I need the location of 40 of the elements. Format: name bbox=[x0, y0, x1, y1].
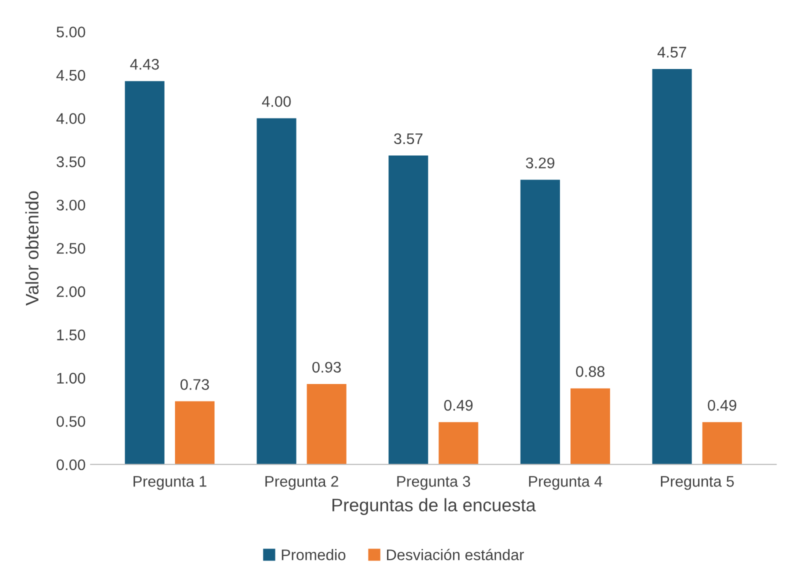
data-label: 0.88 bbox=[576, 366, 604, 377]
bar bbox=[652, 68, 692, 464]
bar bbox=[306, 384, 346, 464]
y-tick-label: 2.50 bbox=[56, 242, 86, 254]
x-tick-label: Pregunta 2 bbox=[265, 476, 338, 490]
data-label: 4.43 bbox=[130, 58, 159, 70]
x-axis-title: Preguntas de la encuesta bbox=[332, 498, 536, 515]
data-label: 4.00 bbox=[262, 96, 291, 107]
legend-label: Desviación estándar bbox=[387, 548, 524, 560]
y-tick-label: 0.50 bbox=[56, 416, 86, 427]
bar bbox=[702, 422, 742, 464]
y-tick-label: 3.00 bbox=[56, 200, 86, 211]
bar bbox=[520, 180, 560, 464]
data-label: 0.49 bbox=[444, 400, 473, 411]
bar bbox=[388, 156, 428, 464]
y-axis-title: Valor obtenido bbox=[25, 191, 39, 306]
data-label: 0.93 bbox=[312, 362, 341, 373]
data-label: 0.49 bbox=[708, 400, 736, 411]
legend-label: Promedio bbox=[282, 549, 346, 560]
data-label: 4.57 bbox=[658, 46, 686, 58]
y-tick-label: 5.00 bbox=[56, 26, 86, 38]
y-tick-label: 4.00 bbox=[56, 113, 86, 124]
data-label: 0.73 bbox=[180, 379, 209, 390]
x-tick-label: Pregunta 4 bbox=[529, 476, 602, 490]
bar bbox=[174, 401, 215, 464]
x-tick-label: Pregunta 3 bbox=[397, 476, 470, 490]
bar bbox=[124, 81, 164, 464]
bar bbox=[570, 388, 610, 464]
data-label: 3.29 bbox=[526, 158, 554, 168]
y-tick-label: 2.00 bbox=[56, 286, 86, 298]
y-tick-label: 4.50 bbox=[56, 70, 86, 81]
bar bbox=[256, 118, 296, 464]
x-tick-label: Pregunta 5 bbox=[660, 476, 734, 490]
y-tick-label: 3.50 bbox=[56, 156, 86, 168]
y-tick-label: 0.00 bbox=[56, 459, 86, 470]
bar bbox=[438, 422, 478, 464]
y-tick-label: 1.50 bbox=[57, 330, 86, 340]
data-label: 3.57 bbox=[394, 133, 422, 144]
x-tick-label: Pregunta 1 bbox=[134, 476, 206, 490]
y-tick-label: 1.00 bbox=[57, 372, 86, 384]
